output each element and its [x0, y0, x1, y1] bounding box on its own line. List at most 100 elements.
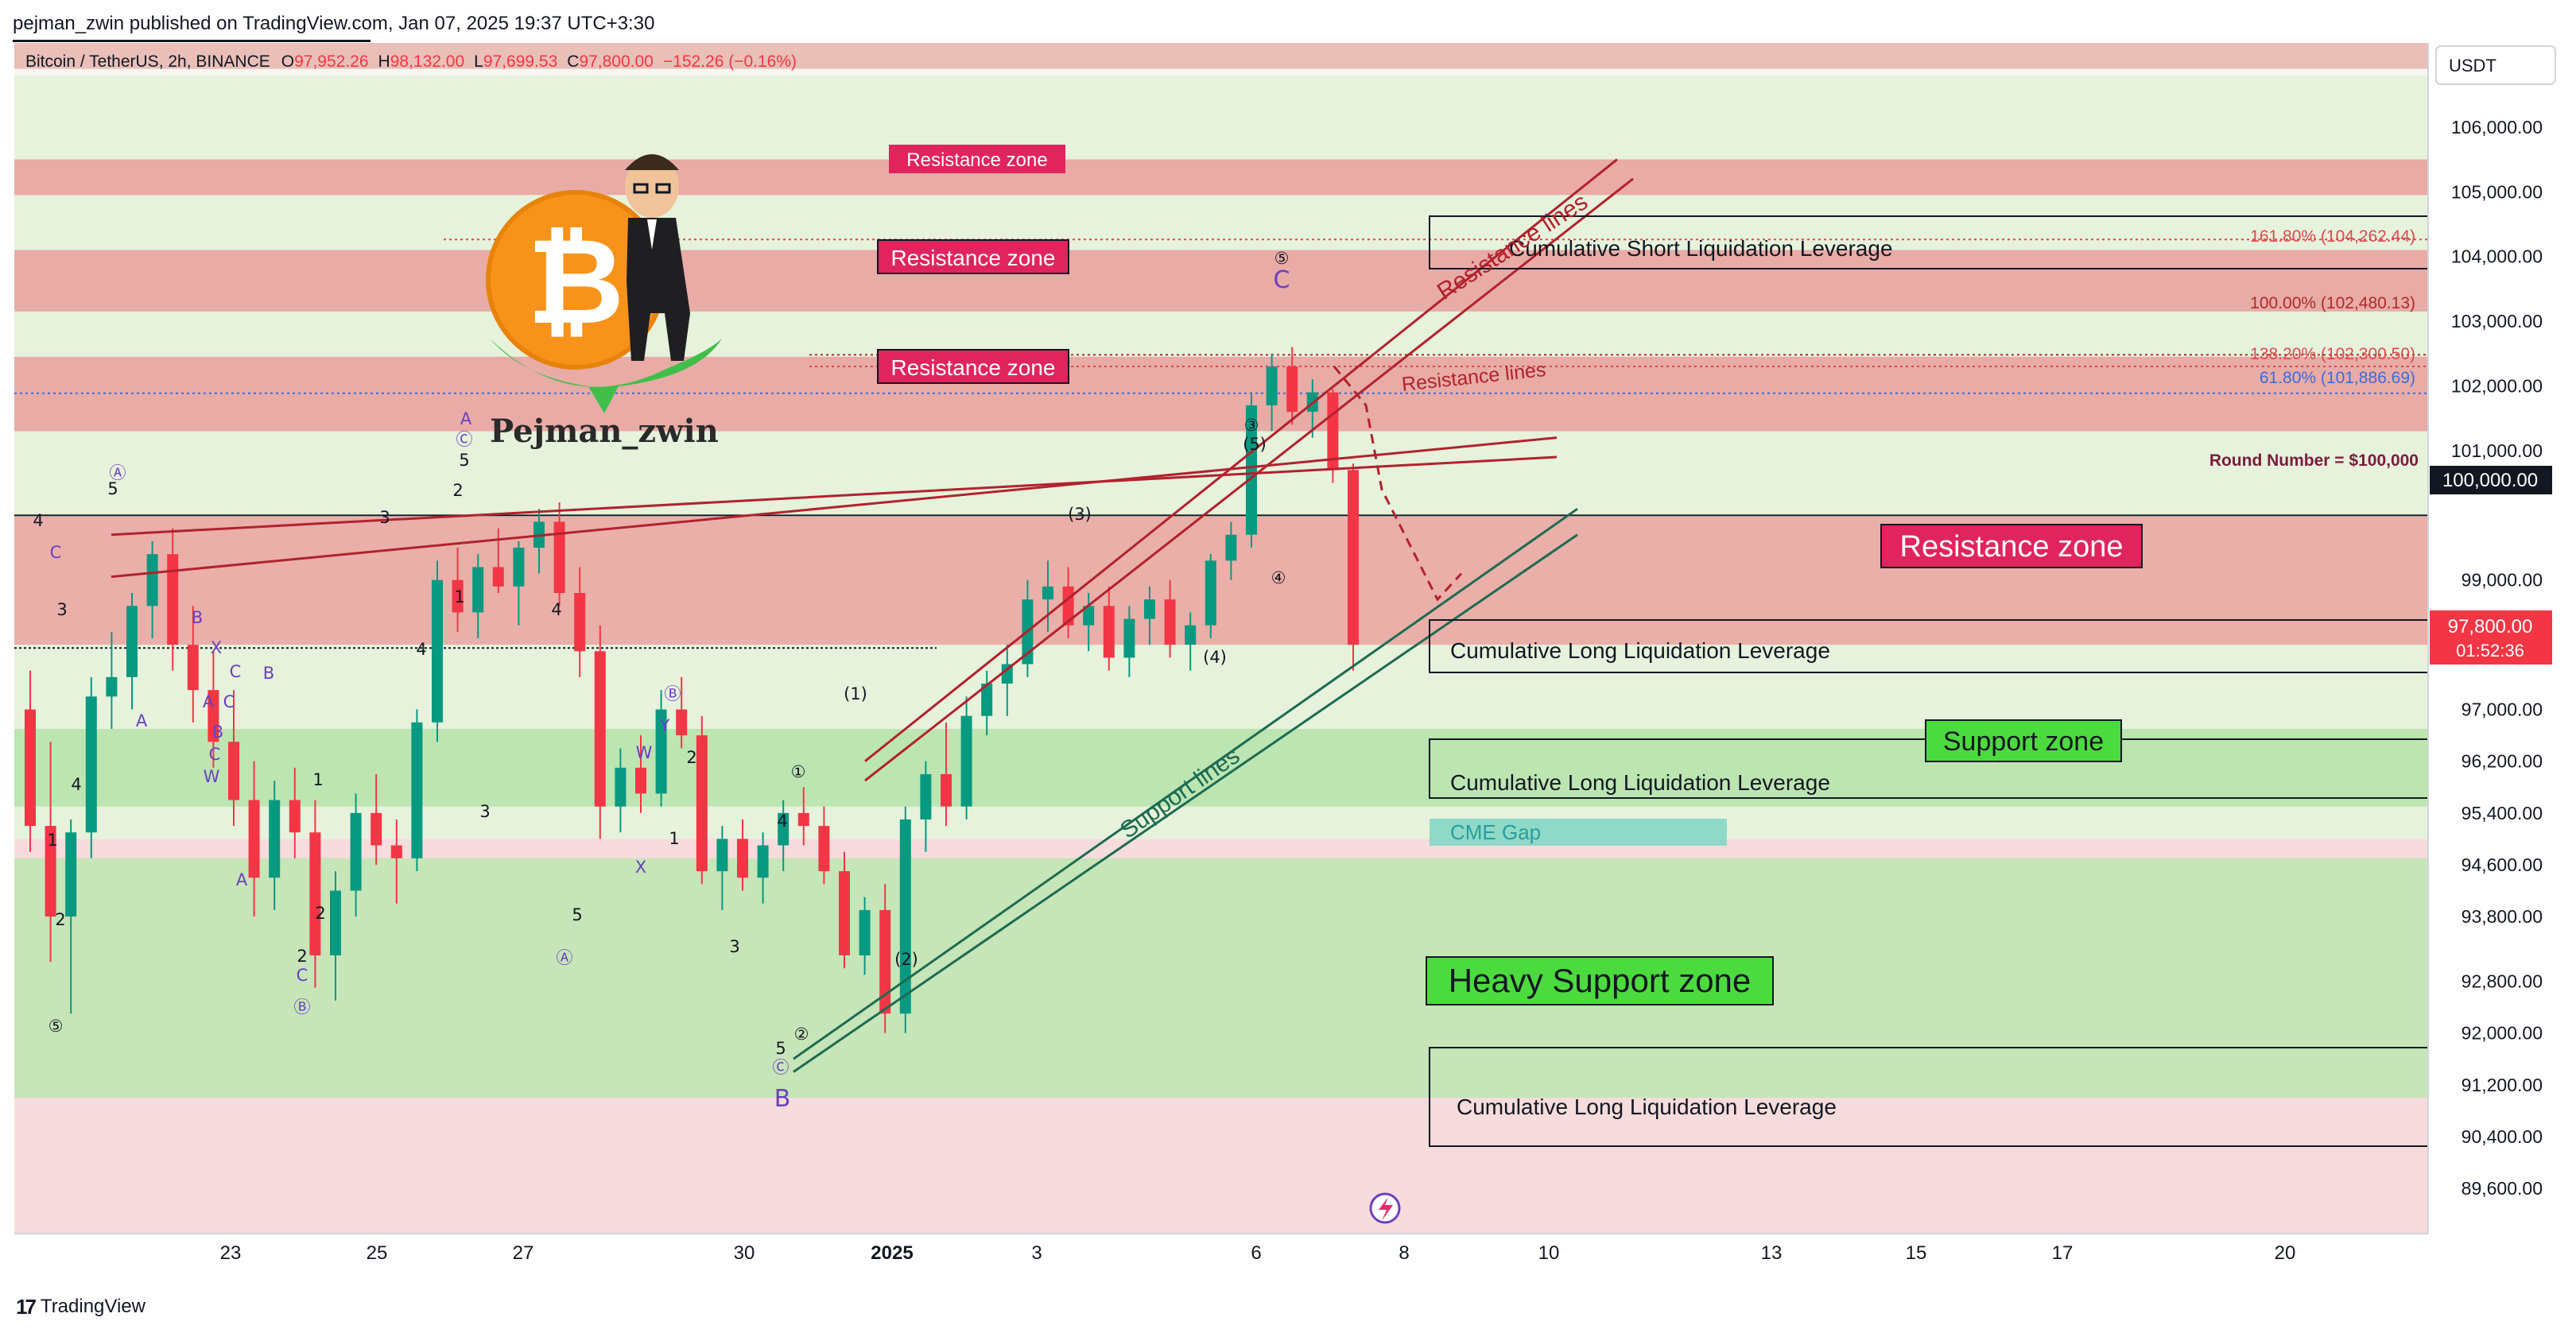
candle-body	[1144, 599, 1155, 619]
fib-label-161: 161.80% (104,262.44)	[2250, 227, 2415, 246]
wave-label: X	[635, 858, 646, 877]
ohlc-o-value: 97,952.26	[294, 52, 368, 71]
candle-body	[1042, 586, 1053, 600]
wave-label: C	[209, 745, 221, 764]
candle-body	[390, 845, 402, 858]
wave-label: Y	[659, 716, 670, 735]
chart-frame[interactable]: 4 C 3 Ⓐ 5 B X B A 4 1 2 ⑤ 1 2 3 4 2 1 3 A Ⓒ 5 4 Ⓑ Y W 2 1 X 5 Ⓐ 4 ① 3 ② 5 Ⓒ B(…	[14, 43, 2562, 1278]
wave-label: (3)	[1068, 505, 1092, 524]
time-tick-label: 2025	[871, 1242, 913, 1264]
wave-label: ③	[1244, 416, 1259, 435]
price-tick-label: 105,000.00	[2451, 181, 2543, 202]
wave-label: ②	[794, 1025, 809, 1044]
resistance-line-long-lower	[111, 455, 1558, 537]
zone-resistance-0	[14, 159, 2428, 196]
ohlc-l-value: 97,699.53	[483, 52, 557, 71]
fib-label-138: 138.20% (102,300.50)	[2250, 345, 2415, 363]
candle-body	[472, 567, 484, 613]
wave-label: A	[203, 692, 215, 711]
candle-body	[594, 651, 606, 807]
wave-label: 3	[479, 802, 490, 821]
resistance-zone-label-bg-2	[877, 239, 1069, 274]
zone-top-band-6	[14, 43, 2428, 69]
candle-body	[208, 690, 219, 742]
header-underline	[13, 40, 370, 42]
candle-body	[1103, 606, 1115, 658]
candle-body	[1225, 534, 1237, 561]
heavy-support-zone-label-bg	[1426, 956, 1774, 1005]
round-number-badge	[2430, 466, 2552, 494]
candle-body	[737, 839, 748, 878]
price-tick-label: 103,000.00	[2451, 311, 2543, 331]
resistance-zone-label-bg-4	[1880, 524, 2143, 568]
candle-body	[1348, 470, 1359, 645]
ohlc-change: −152.26 (−0.16%)	[663, 52, 797, 71]
candle-body	[1266, 366, 1278, 405]
wave-label: (4)	[1203, 648, 1227, 667]
fib-label-61: 61.80% (101,886.69)	[2260, 369, 2415, 387]
cumulative-short-label: Cumulative Short Liquidation Leverage	[1509, 236, 1893, 261]
candle-body	[696, 735, 708, 872]
time-tick-label: 23	[220, 1242, 242, 1264]
candle-body	[676, 709, 688, 736]
candle-body	[350, 812, 362, 891]
candle-body	[45, 826, 56, 917]
wave-label: ④	[1271, 568, 1286, 587]
price-tick-label: 101,000.00	[2451, 440, 2543, 461]
candle-body	[1001, 664, 1013, 684]
candle-body	[797, 812, 809, 827]
wave-label: 1	[669, 829, 679, 848]
candle-body	[859, 909, 871, 955]
publisher-text: pejman_zwin published on TradingView.com…	[13, 13, 655, 34]
price-tick-label: 99,000.00	[2462, 570, 2543, 591]
candle-body	[228, 742, 239, 800]
wave-label: Ⓐ	[110, 463, 126, 482]
time-tick-label: 10	[1538, 1242, 1560, 1264]
wave-label: B	[192, 608, 203, 627]
candles-layer	[25, 347, 1359, 1033]
time-axis-background[interactable]	[14, 1234, 2428, 1278]
wave-label: Ⓒ	[773, 1058, 789, 1077]
resistance-zone-label-bg-1	[889, 145, 1065, 173]
price-tick-label: 89,600.00	[2462, 1178, 2543, 1199]
wave-label: 3	[379, 508, 390, 527]
candle-body	[553, 521, 565, 594]
candle-body	[126, 606, 138, 677]
wave-label: 1	[454, 587, 464, 606]
wave-label: W	[636, 743, 653, 762]
candle-body	[106, 676, 118, 697]
logo-swoosh-icon	[490, 339, 722, 413]
wave-label: 2	[686, 748, 696, 767]
footer[interactable]: 17 TradingView	[16, 1292, 145, 1321]
currency-button[interactable]	[2435, 45, 2556, 85]
cumulative-long-label-2: Cumulative Long Liquidation Leverage	[1450, 770, 1830, 795]
price-tick-label: 91,200.00	[2462, 1075, 2543, 1095]
ohlc-c-value: 97,800.00	[579, 52, 653, 71]
wave-label: ⑤	[1274, 249, 1290, 268]
candle-body	[167, 554, 179, 645]
wave-label: X	[211, 638, 222, 657]
candle-body	[716, 839, 728, 872]
wave-label: 5	[459, 451, 469, 470]
zone-heavy-support-5	[14, 858, 2428, 1098]
bitcoin-icon: ₿	[527, 213, 624, 351]
candle-body	[635, 767, 646, 794]
zones-layer	[14, 43, 2428, 1234]
wave-label: 4	[777, 812, 787, 831]
price-tick-label: 92,000.00	[2462, 1023, 2543, 1044]
wave-label: 4	[416, 640, 426, 659]
candle-body	[941, 773, 952, 807]
time-axis-ticks: 23 25 27 30 2025 3 6 8 10 13 15 17 20	[220, 1242, 2296, 1264]
flash-icon[interactable]	[1369, 1192, 1401, 1224]
candle-body	[879, 909, 891, 1014]
price-tick-label: 93,800.00	[2462, 906, 2543, 927]
candle-body	[960, 715, 972, 807]
candle-body	[920, 773, 932, 819]
time-tick-label: 3	[1031, 1242, 1042, 1264]
wave-label: B	[774, 1085, 791, 1113]
price-tick-label: 94,600.00	[2462, 854, 2543, 875]
candle-body	[818, 826, 830, 872]
wave-label: 2	[55, 910, 65, 929]
